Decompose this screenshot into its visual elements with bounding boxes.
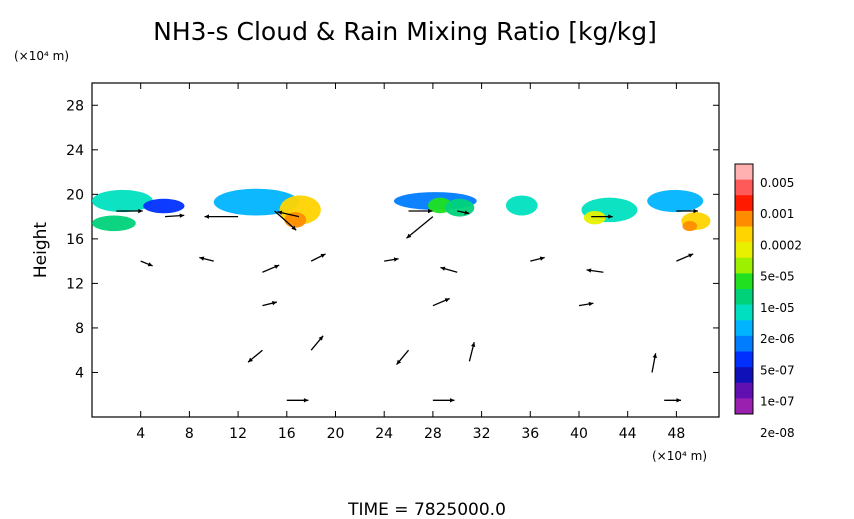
wind-vector bbox=[262, 301, 278, 307]
colorbar: 0.005 0.001 0.0002 5e-05 1e-05 2e-06 5e-07 1e-0… bbox=[734, 163, 802, 440]
colorbar-swatch bbox=[735, 226, 753, 243]
wind-vector bbox=[274, 210, 297, 231]
wind-vector bbox=[440, 266, 458, 273]
y-tick-label: 4 bbox=[75, 365, 84, 381]
cloud-patch bbox=[143, 198, 185, 214]
x-axis-unit: (×10⁴ m) bbox=[652, 449, 707, 463]
cloud-patch bbox=[583, 211, 606, 225]
wind-vector bbox=[204, 214, 239, 219]
colorbar-label: 1e-07 bbox=[760, 395, 795, 409]
wind-vectors bbox=[116, 208, 698, 403]
wind-vector bbox=[384, 257, 399, 262]
colorbar-swatch bbox=[735, 398, 753, 415]
colorbar-label: 2e-08 bbox=[760, 426, 795, 440]
time-footer: TIME = 7825000.0 bbox=[347, 500, 506, 519]
wind-vector bbox=[116, 208, 143, 214]
wind-vector bbox=[199, 256, 214, 262]
y-tick-label: 12 bbox=[66, 276, 84, 292]
wind-vector bbox=[676, 208, 698, 214]
x-tick-label: 8 bbox=[185, 426, 194, 442]
x-tick-label: 32 bbox=[473, 426, 491, 442]
x-tick-label: 4 bbox=[136, 426, 145, 442]
colorbar-swatch bbox=[735, 335, 753, 352]
colorbar-swatch bbox=[735, 179, 753, 196]
wind-vector bbox=[664, 398, 682, 403]
y-tick-label: 24 bbox=[66, 143, 84, 159]
wind-vector bbox=[457, 210, 470, 215]
wind-vector bbox=[247, 349, 263, 363]
wind-vector bbox=[277, 210, 300, 218]
wind-vector bbox=[408, 208, 433, 214]
wind-vector bbox=[468, 341, 476, 362]
wind-vector bbox=[140, 260, 153, 267]
wind-vector bbox=[310, 253, 326, 262]
x-tick-label: 44 bbox=[619, 426, 637, 442]
cloud-field bbox=[92, 188, 711, 232]
wind-vector bbox=[432, 398, 455, 403]
y-tick-label: 28 bbox=[66, 98, 84, 114]
colorbar-label: 5e-07 bbox=[760, 363, 795, 377]
colorbar-label: 2e-06 bbox=[760, 332, 795, 346]
colorbar-frame bbox=[734, 163, 754, 415]
wind-vector bbox=[586, 268, 604, 273]
colorbar-swatch bbox=[735, 351, 753, 368]
chart-title: NH3-s Cloud & Rain Mixing Ratio [kg/kg] bbox=[153, 17, 657, 46]
wind-vector bbox=[165, 213, 185, 218]
cloud-patch bbox=[647, 189, 704, 213]
x-tick-label: 36 bbox=[521, 426, 539, 442]
cloud-patch bbox=[92, 189, 153, 213]
colorbar-swatch bbox=[735, 195, 753, 212]
colorbar-swatch bbox=[735, 164, 753, 181]
wind-vector bbox=[396, 349, 410, 366]
wind-vector bbox=[286, 398, 309, 403]
cloud-patch bbox=[505, 195, 538, 216]
wind-vector bbox=[651, 353, 657, 373]
y-axis-unit: (×10⁴ m) bbox=[14, 49, 69, 63]
x-tick-label: 20 bbox=[327, 426, 345, 442]
colorbar-swatch bbox=[735, 289, 753, 306]
x-tick-label: 24 bbox=[375, 426, 393, 442]
wind-vector bbox=[676, 253, 694, 262]
wind-vector bbox=[310, 335, 324, 351]
x-tick-label: 48 bbox=[667, 426, 685, 442]
cloud-patch bbox=[445, 198, 475, 217]
wind-vector bbox=[406, 216, 434, 239]
x-tick-label: 16 bbox=[278, 426, 296, 442]
wind-vector bbox=[262, 264, 280, 273]
colorbar-label: 1e-05 bbox=[760, 301, 795, 315]
colorbar-swatch bbox=[735, 273, 753, 290]
cloud-patch bbox=[92, 215, 136, 232]
colorbar-label: 0.005 bbox=[760, 176, 794, 190]
wind-vector bbox=[578, 301, 594, 307]
wind-vector bbox=[591, 214, 613, 219]
plot-frame bbox=[91, 82, 720, 418]
x-tick-label: 28 bbox=[424, 426, 442, 442]
x-tick-label: 12 bbox=[229, 426, 247, 442]
colorbar-label: 0.001 bbox=[760, 207, 794, 221]
wind-vector bbox=[432, 297, 450, 307]
colorbar-swatch bbox=[735, 320, 753, 337]
cloud-patch bbox=[213, 188, 299, 216]
colorbar-swatch bbox=[735, 257, 753, 274]
y-tick-label: 16 bbox=[66, 232, 84, 248]
y-tick-label: 8 bbox=[75, 321, 84, 337]
colorbar-label: 0.0002 bbox=[760, 238, 802, 252]
colorbar-swatch bbox=[735, 242, 753, 259]
colorbar-swatch bbox=[735, 304, 753, 321]
wind-vector bbox=[530, 256, 545, 262]
y-tick-label: 20 bbox=[66, 187, 84, 203]
colorbar-swatch bbox=[735, 367, 753, 384]
x-tick-label: 40 bbox=[570, 426, 588, 442]
colorbar-swatch bbox=[735, 210, 753, 227]
cloud-patch bbox=[682, 221, 698, 232]
colorbar-label: 5e-05 bbox=[760, 270, 795, 284]
y-axis-label: Height bbox=[31, 222, 51, 279]
colorbar-swatch bbox=[735, 382, 753, 399]
